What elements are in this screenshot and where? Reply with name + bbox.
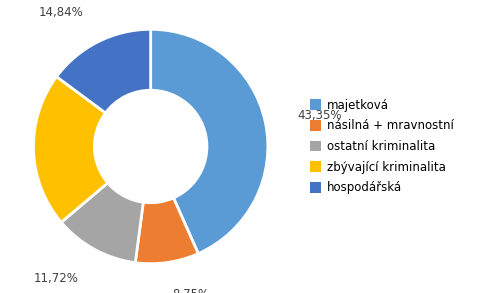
Wedge shape xyxy=(56,29,151,113)
Text: 8,75%: 8,75% xyxy=(172,289,209,293)
Text: 14,84%: 14,84% xyxy=(38,6,83,19)
Wedge shape xyxy=(151,29,268,254)
Text: 43,35%: 43,35% xyxy=(297,109,342,122)
Wedge shape xyxy=(61,183,143,263)
Text: 11,72%: 11,72% xyxy=(34,272,79,285)
Wedge shape xyxy=(135,198,198,264)
Wedge shape xyxy=(34,77,108,222)
Legend: majetková, násilná + mravnostní, ostatní kriminalita, zbývající kriminalita, hos: majetková, násilná + mravnostní, ostatní… xyxy=(307,96,456,197)
